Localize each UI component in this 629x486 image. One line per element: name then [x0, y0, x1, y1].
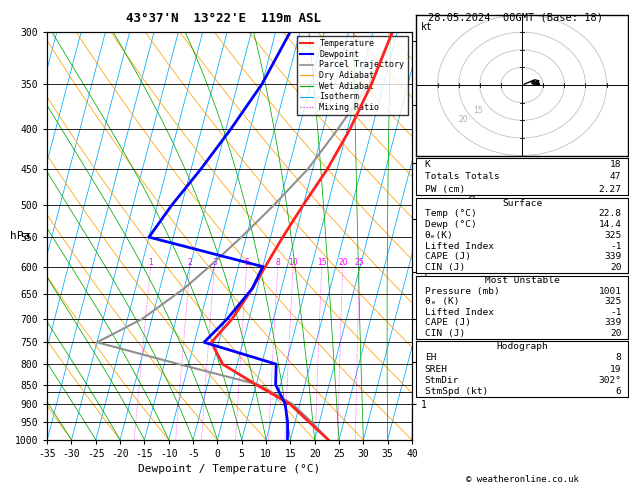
Text: Most Unstable: Most Unstable	[485, 277, 559, 285]
Text: Dewp (°C): Dewp (°C)	[425, 220, 477, 229]
Text: Totals Totals: Totals Totals	[425, 172, 499, 181]
Text: 2: 2	[187, 258, 192, 267]
X-axis label: Dewpoint / Temperature (°C): Dewpoint / Temperature (°C)	[138, 465, 321, 474]
Text: 10: 10	[288, 258, 298, 267]
Text: θₑ(K): θₑ(K)	[425, 231, 454, 240]
Text: PW (cm): PW (cm)	[425, 185, 465, 193]
Text: 1: 1	[148, 258, 153, 267]
Text: K: K	[425, 160, 431, 169]
Text: 43°37'N  13°22'E  119m ASL: 43°37'N 13°22'E 119m ASL	[126, 12, 321, 25]
Text: 339: 339	[604, 253, 621, 261]
Text: -1: -1	[610, 308, 621, 317]
Text: Hodograph: Hodograph	[496, 342, 548, 351]
Text: StmSpd (kt): StmSpd (kt)	[425, 387, 488, 396]
Text: 2.27: 2.27	[598, 185, 621, 193]
Text: 339: 339	[604, 318, 621, 328]
Text: StmDir: StmDir	[425, 376, 459, 385]
Text: Temp (°C): Temp (°C)	[425, 209, 477, 218]
Text: 8: 8	[276, 258, 280, 267]
Text: CIN (J): CIN (J)	[425, 263, 465, 272]
Text: 8: 8	[616, 353, 621, 363]
Text: LCL: LCL	[420, 387, 435, 396]
Text: 325: 325	[604, 231, 621, 240]
Text: Pressure (mb): Pressure (mb)	[425, 287, 499, 296]
Text: hPa: hPa	[9, 231, 30, 241]
Text: © weatheronline.co.uk: © weatheronline.co.uk	[465, 474, 579, 484]
Text: 302°: 302°	[598, 376, 621, 385]
Text: θₑ (K): θₑ (K)	[425, 297, 459, 306]
Text: 20: 20	[610, 263, 621, 272]
Text: 15: 15	[317, 258, 326, 267]
Text: 6: 6	[616, 387, 621, 396]
Text: 1001: 1001	[598, 287, 621, 296]
Text: -1: -1	[610, 242, 621, 251]
Text: 20: 20	[459, 115, 468, 124]
Text: 20: 20	[610, 329, 621, 338]
Text: 19: 19	[610, 364, 621, 374]
Text: 5: 5	[244, 258, 249, 267]
Text: 14.4: 14.4	[598, 220, 621, 229]
Text: CAPE (J): CAPE (J)	[425, 318, 471, 328]
Text: 47: 47	[610, 172, 621, 181]
Text: 22.8: 22.8	[598, 209, 621, 218]
Text: 28.05.2024  00GMT (Base: 18): 28.05.2024 00GMT (Base: 18)	[428, 12, 603, 22]
Text: Surface: Surface	[502, 199, 542, 208]
Text: SREH: SREH	[425, 364, 448, 374]
Text: 20: 20	[338, 258, 348, 267]
Text: Lifted Index: Lifted Index	[425, 242, 494, 251]
Text: CIN (J): CIN (J)	[425, 329, 465, 338]
Legend: Temperature, Dewpoint, Parcel Trajectory, Dry Adiabat, Wet Adiabat, Isotherm, Mi: Temperature, Dewpoint, Parcel Trajectory…	[297, 36, 408, 115]
Text: CAPE (J): CAPE (J)	[425, 253, 471, 261]
Text: Lifted Index: Lifted Index	[425, 308, 494, 317]
Text: 25: 25	[355, 258, 364, 267]
Y-axis label: Mixing Ratio (g/kg): Mixing Ratio (g/kg)	[466, 180, 476, 292]
Text: kt: kt	[421, 21, 432, 32]
Text: 3: 3	[212, 258, 217, 267]
Text: 15: 15	[473, 106, 482, 115]
Text: 18: 18	[610, 160, 621, 169]
Text: EH: EH	[425, 353, 437, 363]
Text: 325: 325	[604, 297, 621, 306]
